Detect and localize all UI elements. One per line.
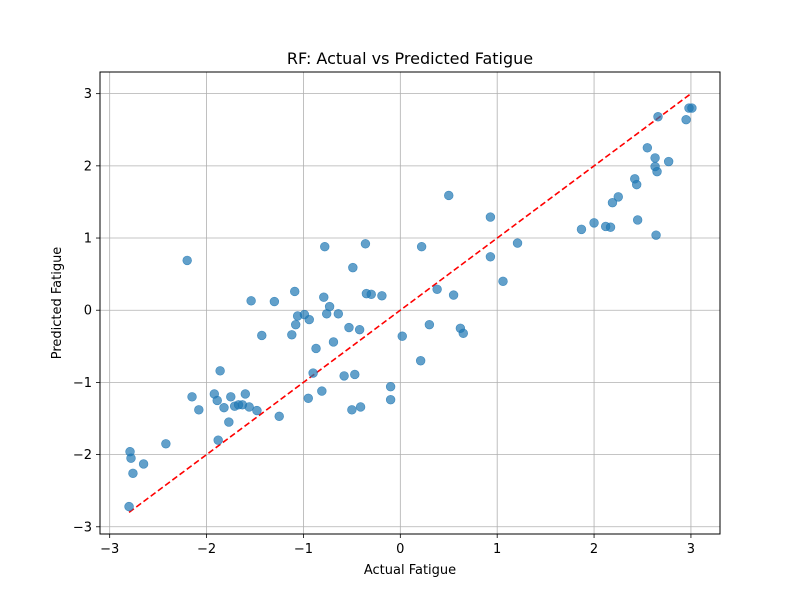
y-tick-label: 2	[84, 159, 92, 174]
x-axis-label: Actual Fatigue	[364, 563, 456, 578]
scatter-point	[354, 325, 365, 335]
scatter-point	[485, 252, 496, 262]
scatter-point	[328, 337, 339, 347]
scatter-point	[304, 314, 314, 325]
x-tick-label: 3	[687, 542, 695, 557]
scatter-point	[448, 290, 459, 300]
scatter-point	[385, 395, 396, 405]
scatter-point	[257, 330, 267, 341]
scatter-point	[246, 296, 256, 306]
scatter-point	[333, 309, 344, 319]
y-axis-label: Predicted Fatigue	[50, 247, 65, 360]
scatter-point	[416, 241, 427, 252]
scatter-point	[642, 143, 653, 153]
scatter-point	[687, 103, 697, 113]
scatter-point	[244, 402, 254, 412]
scatter-point	[290, 286, 300, 297]
x-axis-ticks: −3 −2 −1 0 1 2 3	[100, 534, 695, 557]
scatter-point	[161, 439, 171, 449]
y-tick-label: 3	[84, 87, 92, 102]
chart-title: RF: Actual vs Predicted Fatigue	[287, 49, 533, 68]
scatter-point	[226, 392, 236, 402]
scatter-point	[366, 289, 376, 300]
scatter-point	[311, 343, 321, 354]
scatter-point	[348, 262, 358, 273]
scatter-point	[415, 356, 426, 366]
scatter-point	[252, 405, 262, 416]
plot-frame	[99, 71, 721, 535]
x-tick-label: −2	[197, 542, 216, 557]
scatter-point	[652, 166, 662, 177]
scatter-point	[324, 301, 335, 312]
scatter-point	[344, 322, 354, 333]
scatter-point	[589, 218, 599, 228]
scatter-point	[424, 319, 435, 330]
scatter-point	[385, 382, 396, 392]
scatter-point	[355, 402, 366, 412]
scatter-point	[444, 190, 454, 201]
y-tick-label: −3	[73, 520, 92, 535]
scatter-point	[269, 296, 280, 307]
scatter-point	[605, 222, 616, 232]
scatter-point	[219, 402, 229, 413]
scatter-point	[350, 369, 360, 380]
scatter-point	[240, 389, 251, 399]
scatter-point	[224, 417, 234, 427]
scatter-point	[498, 276, 508, 287]
scatter-point	[308, 368, 318, 378]
x-tick-label: −3	[100, 542, 119, 557]
scatter-point	[653, 112, 663, 122]
scatter-point	[274, 411, 284, 422]
y-axis-ticks: −3 −2 −1 0 1 2 3	[73, 87, 100, 535]
scatter-point	[182, 255, 192, 266]
y-tick-label: 1	[84, 232, 92, 247]
scatter-point	[397, 331, 407, 341]
scatter-point	[319, 292, 329, 302]
scatter-point	[138, 459, 149, 469]
scatter-point	[290, 319, 301, 330]
scatter-point	[650, 153, 660, 163]
scatter-point	[631, 179, 642, 190]
scatter-point	[607, 197, 618, 208]
scatter-point	[124, 501, 134, 512]
scatter-point	[317, 386, 327, 396]
scatter-point	[632, 215, 643, 225]
x-tick-label: −1	[294, 542, 313, 557]
scatter-point	[458, 328, 468, 339]
x-tick-label: 2	[590, 542, 598, 557]
data-points	[124, 103, 697, 512]
identity-line-layer	[128, 93, 692, 513]
y-tick-label: −1	[73, 376, 92, 391]
scatter-point	[126, 453, 136, 463]
y-tick-label: −2	[73, 448, 92, 463]
scatter-point	[320, 241, 330, 252]
scatter-point	[212, 395, 222, 406]
scatter-point	[512, 238, 523, 248]
scatter-point	[128, 468, 138, 479]
scatter-point	[681, 114, 691, 125]
x-tick-label: 0	[396, 542, 404, 557]
scatter-point	[303, 393, 313, 403]
x-tick-label: 1	[493, 542, 501, 557]
scatter-point	[377, 291, 387, 301]
scatter-point	[187, 392, 197, 402]
scatter-point	[213, 435, 223, 445]
scatter-point	[651, 230, 661, 240]
y-tick-label: 0	[84, 304, 92, 319]
scatter-point	[576, 224, 587, 235]
scatter-point	[613, 192, 623, 202]
scatter-point	[485, 212, 496, 222]
scatter-point	[347, 405, 357, 415]
grid-lines	[100, 72, 720, 534]
scatter-point	[432, 284, 442, 294]
scatter-point	[194, 405, 204, 415]
scatter-point	[339, 371, 349, 381]
scatter-point	[663, 156, 674, 167]
identity-line	[128, 93, 692, 513]
scatter-point	[287, 330, 297, 340]
scatter-point	[215, 366, 225, 376]
scatter-point	[360, 239, 371, 249]
